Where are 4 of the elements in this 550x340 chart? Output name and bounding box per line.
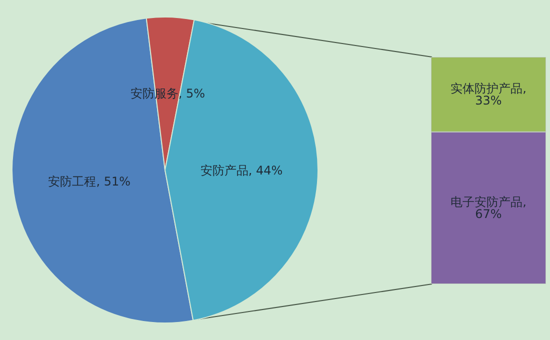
data-label: 电子安防产品, 67% bbox=[450, 195, 526, 222]
data-label: 实体防护产品, 33% bbox=[450, 82, 526, 108]
slice-label: 安防产品, 44% bbox=[200, 163, 283, 178]
slice-label: 安防工程, 51% bbox=[48, 174, 131, 189]
